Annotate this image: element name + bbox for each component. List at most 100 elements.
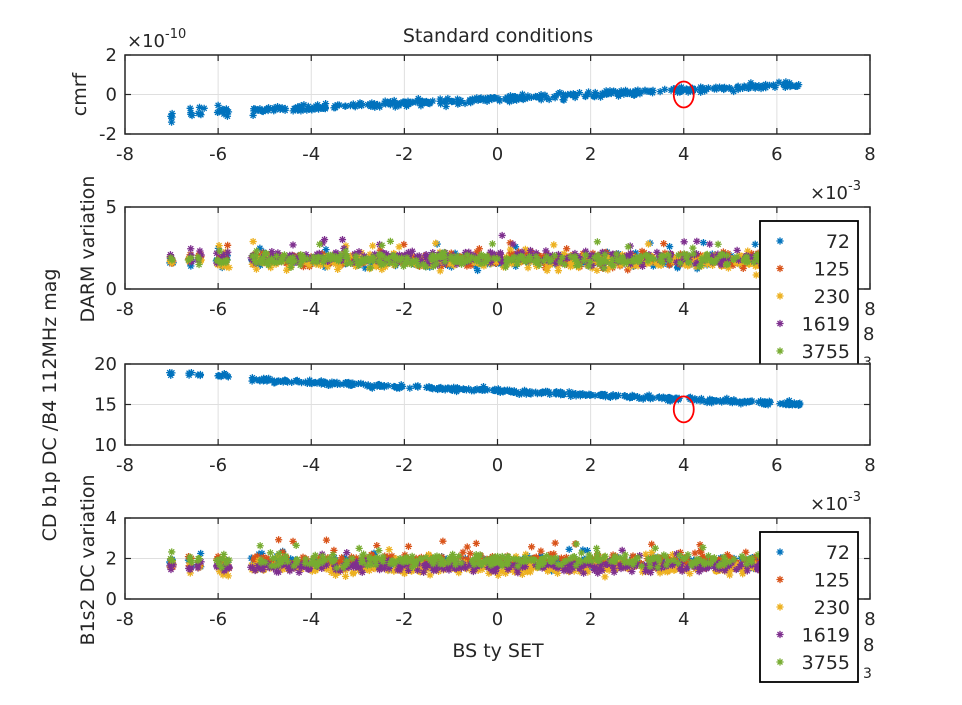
data-point [581,92,589,100]
data-point-3755 [532,253,540,261]
data-point [769,81,777,89]
data-point-3755 [621,551,629,559]
data-point-230 [400,569,409,577]
data-point-3755 [319,258,327,266]
data-point-230 [634,262,642,270]
data-point [776,400,784,408]
data-point-3755 [543,253,551,261]
data-point-125 [330,546,338,554]
data-point-3755 [552,554,560,562]
data-point-230 [602,564,610,573]
data-point-230 [278,564,287,572]
data-point [586,391,595,399]
data-point-3755 [361,256,370,264]
data-point-1619 [196,247,204,255]
data-point-125 [352,554,360,562]
data-point [641,86,649,94]
data-point-3755 [217,259,225,267]
data-point [692,396,700,404]
data-point-230 [218,262,227,271]
data-point-72 [511,243,520,251]
data-point-230 [436,267,444,275]
data-point [218,371,226,380]
data-point [283,378,292,386]
data-point [792,82,800,90]
data-point [786,82,794,91]
data-point-3755 [393,254,401,262]
data-point-3755 [629,558,637,566]
data-point-3755 [561,261,569,269]
legend-marker-3755 [776,658,784,666]
legend-entry-1619: 1619 [802,625,850,647]
data-point-230 [736,260,744,268]
data-point-1619 [185,564,193,573]
data-point-3755 [748,558,756,566]
data-point [356,100,364,108]
legend-marker-125 [776,264,784,273]
data-point-1619 [609,561,617,569]
data-point [499,387,507,395]
data-point [256,105,264,113]
data-point-3755 [341,561,349,569]
data-point-230 [643,260,651,268]
data-point [519,95,527,104]
data-point-3755 [469,557,477,565]
data-point-72 [565,545,573,553]
data-point-3755 [721,556,729,565]
data-point-125 [251,553,259,561]
data-point-1619 [166,562,174,570]
data-point [636,394,644,402]
data-point-3755 [408,563,416,571]
data-point-72 [555,555,563,563]
data-point-125 [506,239,514,247]
axis-exponent: ×10-3 [810,179,861,204]
data-point-1619 [197,558,205,566]
data-point-1619 [449,252,457,260]
data-point-3755 [436,253,445,261]
data-point-1619 [657,564,666,572]
data-point-125 [628,556,636,564]
data-point-3755 [292,541,300,550]
data-point [522,390,530,398]
data-point-1619 [284,565,293,573]
data-point-3755 [186,254,195,262]
data-point-125 [638,247,646,255]
data-point-1619 [723,563,731,571]
data-point [185,371,193,379]
data-point [429,97,437,105]
data-point-3755 [461,258,469,266]
data-point-1619 [268,248,276,256]
data-point-3755 [315,253,323,262]
data-point-1619 [457,564,465,572]
data-point [704,84,713,92]
data-point [493,387,502,396]
data-point [775,78,783,86]
data-point [518,90,527,98]
data-point-1619 [560,567,568,575]
y-tick-label: -2 [99,124,117,145]
data-point-3755 [333,564,341,572]
data-point-1619 [684,563,692,571]
data-point-1619 [452,565,460,573]
data-point-230 [524,264,532,272]
data-point-230 [686,569,694,578]
data-point [542,94,551,102]
data-point-1619 [618,546,626,554]
data-point-230 [332,260,340,268]
data-point-3755 [612,250,621,258]
data-point-230 [729,561,737,569]
data-point [402,102,411,110]
data-point-3755 [216,555,224,563]
data-point-125 [472,539,480,547]
data-point [584,88,593,96]
data-point-3755 [585,262,593,270]
y-tick-label: 2 [106,549,117,570]
data-point-3755 [382,255,390,263]
data-point [393,384,401,392]
data-point-3755 [324,251,333,259]
data-point [591,391,599,400]
data-point-125 [324,558,332,566]
data-point-72 [649,262,657,270]
data-point-1619 [672,258,681,266]
data-point [545,95,553,104]
